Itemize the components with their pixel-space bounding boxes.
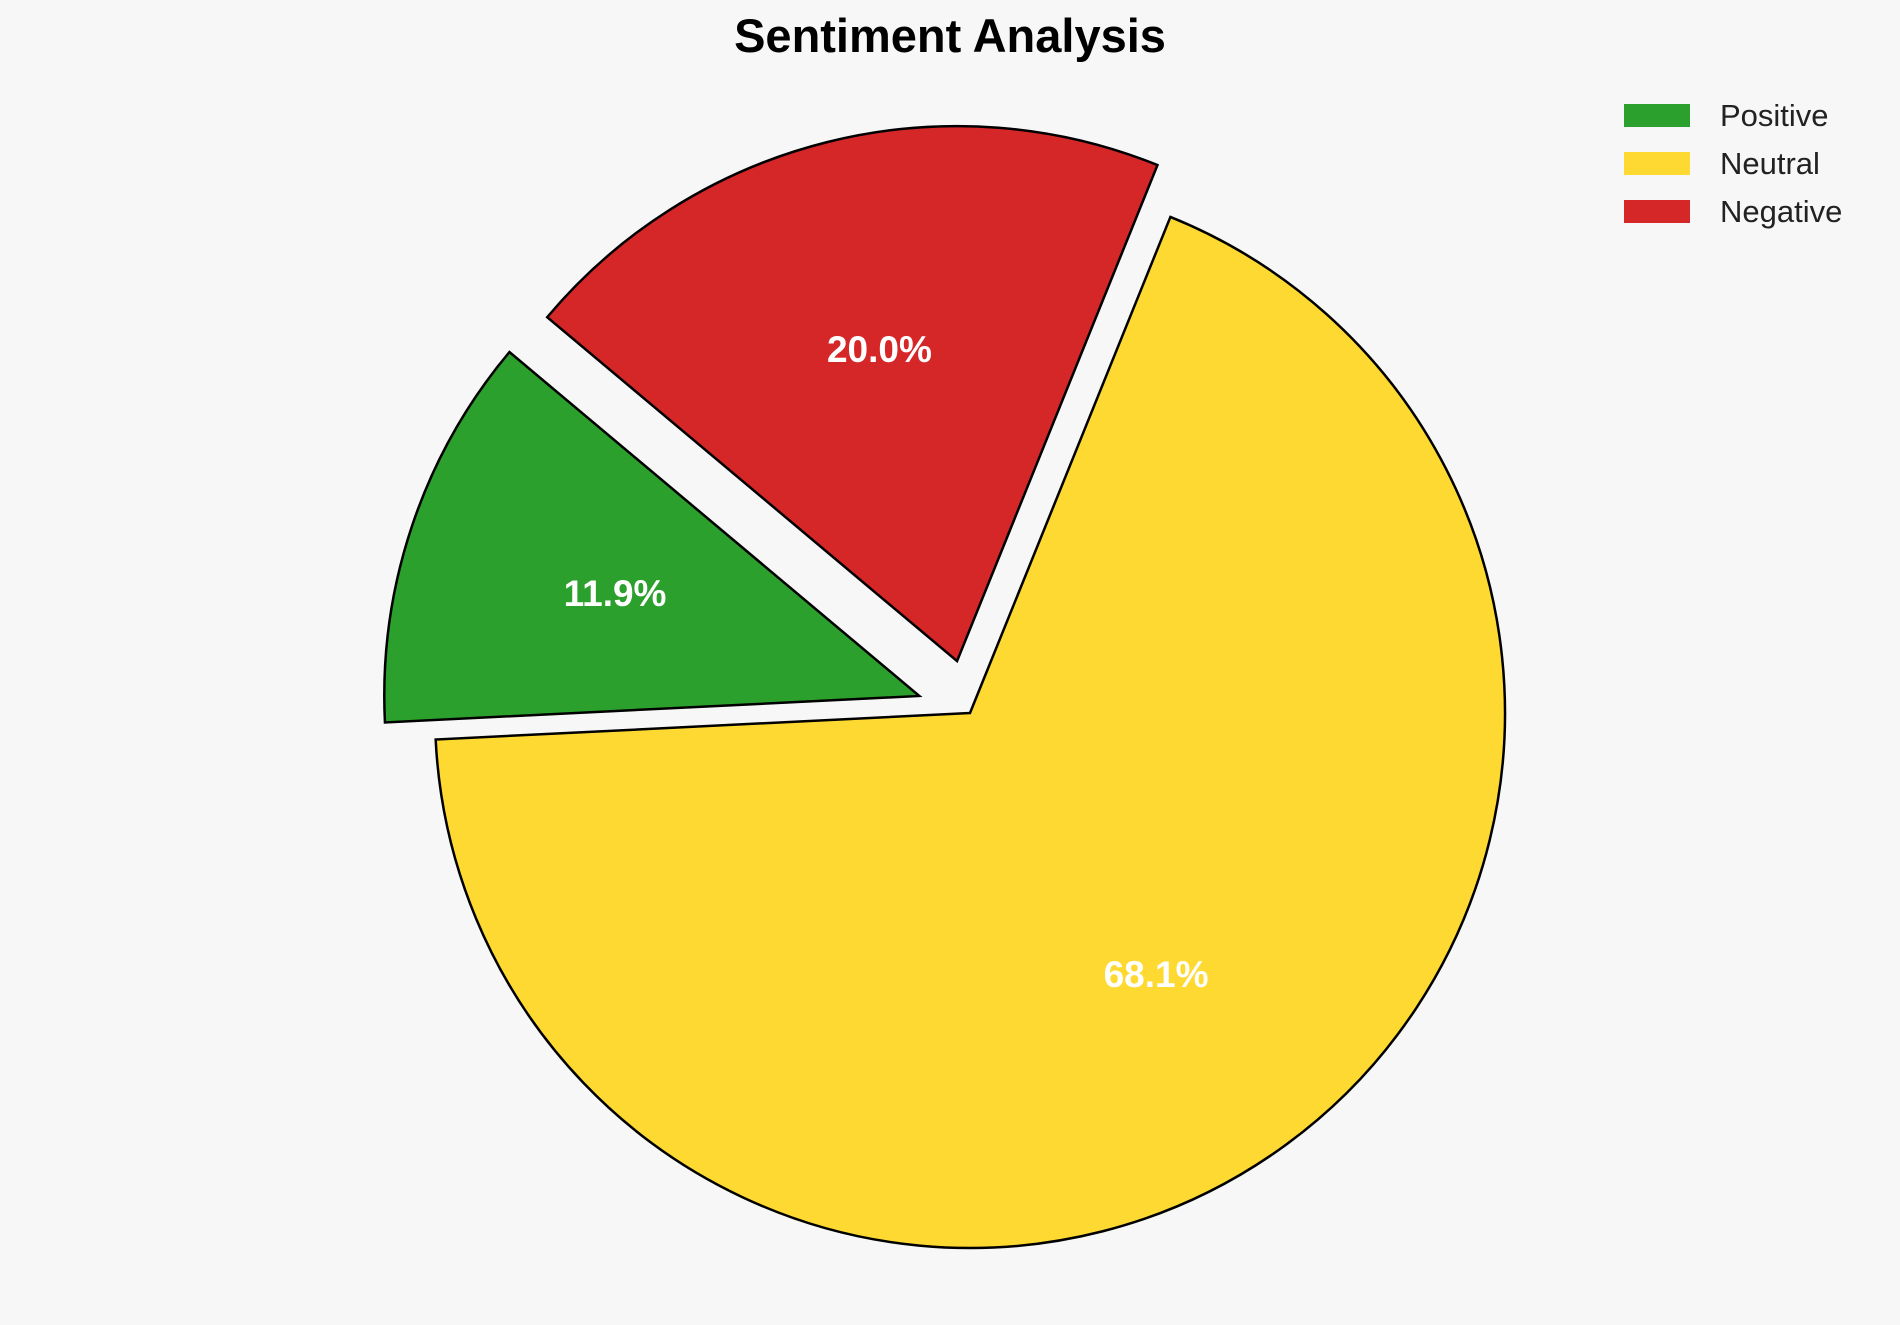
pie-slice-neutral [434, 215, 1507, 1250]
slice-label-neutral: 68.1% [1104, 954, 1209, 995]
pie-slice-negative [545, 124, 1160, 664]
legend-label-positive: Positive [1720, 98, 1829, 133]
pie-slice-positive [383, 350, 923, 724]
slice-label-negative: 20.0% [827, 329, 932, 370]
chart-title: Sentiment Analysis [734, 9, 1166, 62]
legend-swatch-positive [1624, 104, 1690, 127]
legend-label-negative: Negative [1720, 194, 1843, 229]
slice-label-positive: 11.9% [564, 573, 667, 614]
legend-swatch-negative [1624, 200, 1690, 223]
legend-label-neutral: Neutral [1720, 146, 1820, 181]
legend-swatch-neutral [1624, 152, 1690, 175]
